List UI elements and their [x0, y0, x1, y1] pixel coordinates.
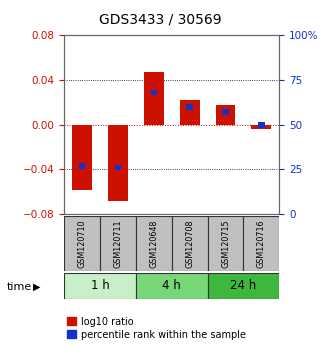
Legend: log10 ratio, percentile rank within the sample: log10 ratio, percentile rank within the …: [63, 313, 250, 343]
Text: 4 h: 4 h: [162, 279, 181, 292]
Bar: [64, 273, 136, 299]
Bar: [187, 104, 193, 110]
Text: GSM120716: GSM120716: [257, 219, 266, 268]
Text: 24 h: 24 h: [230, 279, 256, 292]
Bar: [208, 216, 243, 271]
Bar: [79, 163, 85, 169]
Bar: [216, 105, 235, 125]
Bar: [100, 216, 136, 271]
Bar: [136, 216, 172, 271]
Bar: [258, 122, 265, 127]
Text: GSM120711: GSM120711: [113, 219, 123, 268]
Bar: [144, 72, 164, 125]
Bar: [222, 109, 229, 115]
Bar: [243, 216, 279, 271]
Bar: [172, 216, 208, 271]
Bar: [208, 273, 279, 299]
Text: ▶: ▶: [33, 282, 41, 292]
Text: 1 h: 1 h: [91, 279, 109, 292]
Bar: [115, 165, 121, 171]
Text: GSM120648: GSM120648: [149, 219, 158, 268]
Bar: [151, 90, 157, 95]
Text: time: time: [6, 282, 32, 292]
Bar: [64, 216, 100, 271]
Bar: [251, 125, 271, 129]
Text: GDS3433 / 30569: GDS3433 / 30569: [99, 12, 222, 27]
Text: GSM120708: GSM120708: [185, 219, 194, 268]
Bar: [180, 100, 200, 125]
Bar: [108, 125, 128, 201]
Text: GSM120715: GSM120715: [221, 219, 230, 268]
Bar: [72, 125, 92, 190]
Bar: [136, 273, 208, 299]
Text: GSM120710: GSM120710: [78, 219, 87, 268]
